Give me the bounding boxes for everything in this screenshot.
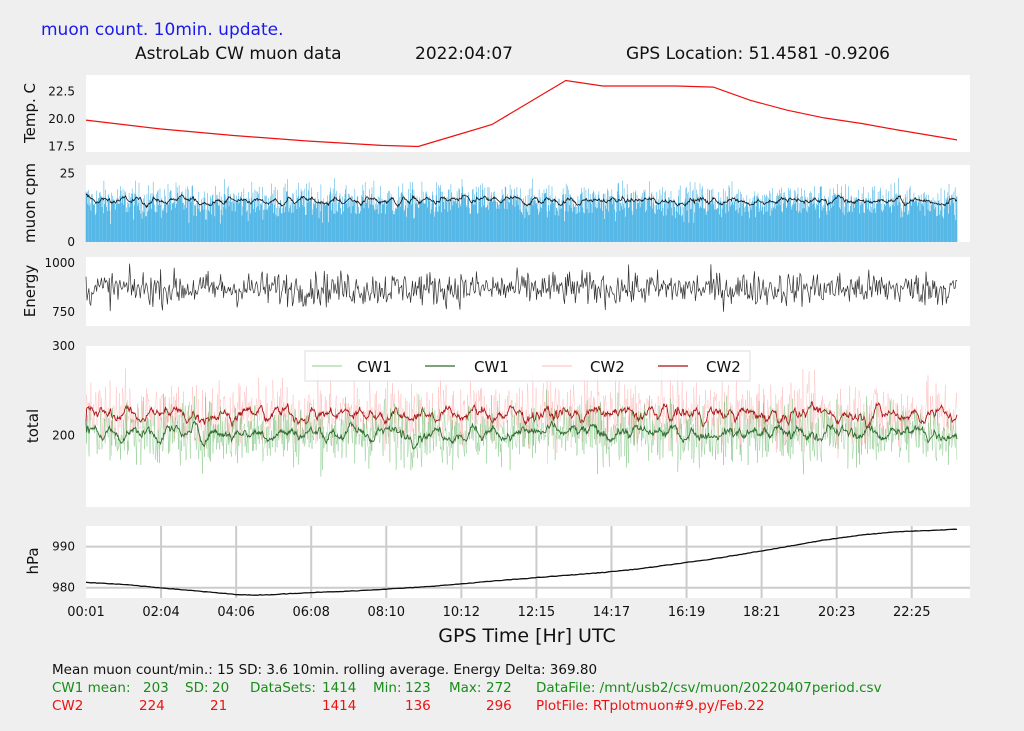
ytick-label: 980 <box>52 581 75 595</box>
gps-location: GPS Location: 51.4581 -0.9206 <box>626 44 890 64</box>
cw2-mean: 224 <box>139 698 165 714</box>
xaxis-title: GPS Time [Hr] UTC <box>438 625 616 647</box>
ytick-label: 17.5 <box>48 140 75 154</box>
cw1-mean-label: CW1 mean: <box>52 680 131 696</box>
temperature-line <box>85 79 958 148</box>
xtick-label: 04:06 <box>217 605 254 620</box>
ylabel-muon-cpm: muon cpm <box>21 163 39 243</box>
energy-panel <box>86 257 970 326</box>
ytick-label: 750 <box>52 305 75 319</box>
cw1-avg-line <box>85 420 958 450</box>
pressure-panel <box>86 526 970 598</box>
ytick-label: 20.0 <box>48 112 75 126</box>
cw2-max: 296 <box>486 698 512 714</box>
legend-label-cw1-raw: CW1 <box>357 358 392 376</box>
ytick-label: 0 <box>67 235 75 249</box>
xtick-label: 16:19 <box>668 605 705 620</box>
ytick-label: 990 <box>52 540 75 554</box>
cw2-plotfile: PlotFile: RTplotmuon#9.py/Feb.22 <box>536 698 765 714</box>
cw1-datasets: 1414 <box>322 680 357 696</box>
pressure-line <box>85 528 958 596</box>
energy-line <box>85 263 958 312</box>
xtick-label: 20:23 <box>818 605 855 620</box>
cw2-min: 136 <box>405 698 431 714</box>
ylabel-pressure: hPa <box>24 547 42 575</box>
xtick-label: 06:08 <box>292 605 329 620</box>
cw1-datafile: DataFile: /mnt/usb2/csv/muon/20220407per… <box>536 680 882 696</box>
muon-rolling-average <box>85 193 958 209</box>
xtick-label: 00:01 <box>67 605 104 620</box>
temperature-panel <box>86 75 970 152</box>
xtick-label: 22:25 <box>893 605 930 620</box>
ylabel-temperature: Temp. C <box>21 83 39 143</box>
xtick-label: 08:10 <box>368 605 405 620</box>
cw1-sd: 20 <box>212 680 230 696</box>
xtick-label: 12:15 <box>518 605 555 620</box>
cw1-raw-line <box>85 389 958 477</box>
cw1-max: 272 <box>486 680 512 696</box>
xtick-label: 10:12 <box>443 605 480 620</box>
ytick-label: 200 <box>52 428 75 442</box>
legend-label-cw1-avg: CW1 <box>474 358 509 376</box>
stats-line-1: Mean muon count/min.: 15 SD: 3.6 10min. … <box>52 662 598 678</box>
legend: CW1 CW1 CW2 CW2 <box>304 350 751 382</box>
ytick-label: 300 <box>52 339 75 353</box>
chart-date: 2022:04:07 <box>415 44 513 64</box>
ylabel-energy: Energy <box>21 264 39 318</box>
ytick-label: 22.5 <box>48 85 75 99</box>
muon-cpm-bars <box>85 178 958 242</box>
cw1-datasets-label: DataSets: <box>250 680 316 696</box>
ytick-label: 25 <box>60 166 75 180</box>
update-note: muon count. 10min. update. <box>41 20 284 40</box>
cw1-sd-label: SD: <box>185 680 209 696</box>
ylabel-total: total <box>24 408 42 444</box>
chart-title: AstroLab CW muon data <box>135 44 342 64</box>
legend-label-cw2-avg: CW2 <box>706 358 741 376</box>
xtick-label: 18:21 <box>743 605 780 620</box>
cw1-min-label: Min: <box>373 680 402 696</box>
legend-label-cw2-raw: CW2 <box>590 358 625 376</box>
cw2-sd: 21 <box>210 698 228 714</box>
cw1-mean: 203 <box>143 680 169 696</box>
ytick-label: 1000 <box>44 256 75 270</box>
cw2-datasets: 1414 <box>322 698 357 714</box>
xtick-label: 02:04 <box>142 605 179 620</box>
cw1-max-label: Max: <box>449 680 482 696</box>
cw2-label: CW2 <box>52 698 84 714</box>
cw1-min: 123 <box>405 680 431 696</box>
xtick-label: 14:17 <box>593 605 630 620</box>
